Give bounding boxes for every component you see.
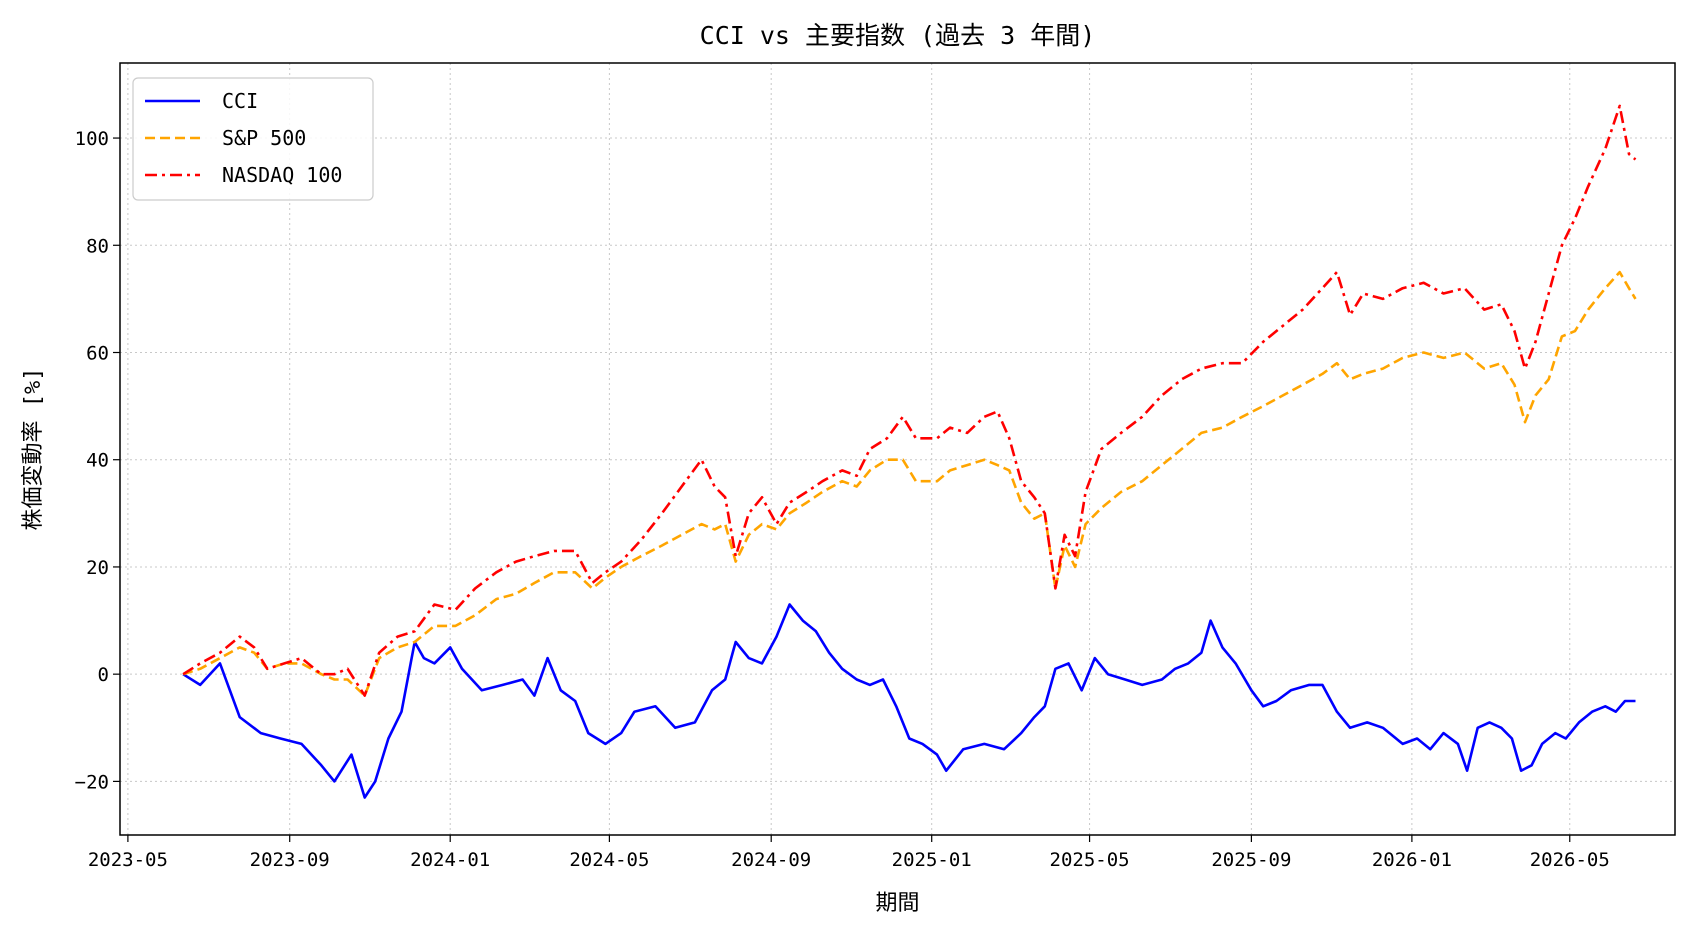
x-tick-label: 2023-05 (88, 849, 168, 871)
x-tick-label: 2025-05 (1050, 849, 1130, 871)
x-axis: 2023-05 2023-09 2024-01 2024-05 2024-09 2025-… (88, 835, 1610, 871)
plot-frame (119, 62, 1676, 836)
y-tick-label: 40 (86, 450, 109, 472)
x-tick-label: 2024-09 (731, 849, 811, 871)
chart-title: CCI vs 主要指数 (過去 3 年間) (700, 21, 1096, 50)
grid (120, 63, 1675, 835)
x-axis-title: 期間 (875, 891, 919, 916)
legend-label: CCI (222, 89, 258, 113)
x-tick-label: 2026-05 (1530, 849, 1610, 871)
legend: CCI S&P 500 NASDAQ 100 (132, 77, 374, 201)
y-axis-title: 株価変動率 [%] (21, 368, 46, 531)
x-tick-label: 2024-01 (410, 849, 490, 871)
y-tick-label: 20 (86, 557, 109, 579)
y-tick-label: 60 (86, 343, 109, 365)
x-tick-label: 2026-01 (1372, 849, 1452, 871)
series-line-2 (182, 104, 1637, 697)
y-axis: −20 0 20 40 60 80 100 (75, 128, 120, 793)
series-layer (182, 104, 1637, 799)
legend-label: NASDAQ 100 (222, 163, 342, 187)
legend-box (132, 77, 374, 201)
y-tick-label: 100 (75, 128, 109, 150)
series-line-0 (182, 603, 1636, 799)
x-tick-label: 2023-09 (250, 849, 330, 871)
series-line-1 (182, 270, 1637, 697)
x-tick-label: 2025-09 (1211, 849, 1291, 871)
legend-label: S&P 500 (222, 126, 306, 150)
x-tick-label: 2024-05 (569, 849, 649, 871)
y-tick-label: 80 (86, 235, 109, 257)
y-tick-label: 0 (98, 664, 109, 686)
x-tick-label: 2025-01 (892, 849, 972, 871)
y-tick-label: −20 (75, 771, 109, 793)
